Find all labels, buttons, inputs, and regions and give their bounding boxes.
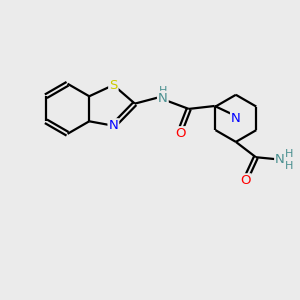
Text: S: S: [109, 79, 118, 92]
Text: N: N: [158, 92, 168, 105]
Text: H: H: [285, 161, 294, 171]
Text: N: N: [231, 112, 241, 125]
Text: O: O: [240, 174, 251, 187]
Text: N: N: [109, 119, 118, 132]
Text: H: H: [159, 86, 167, 96]
Text: N: N: [275, 153, 285, 166]
Text: H: H: [285, 149, 294, 159]
Text: O: O: [175, 127, 186, 140]
